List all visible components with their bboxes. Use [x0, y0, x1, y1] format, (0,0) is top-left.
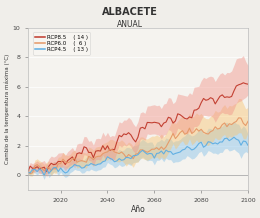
- Y-axis label: Cambio de la temperatura máxima (°C): Cambio de la temperatura máxima (°C): [4, 54, 10, 164]
- X-axis label: Año: Año: [131, 205, 145, 214]
- Text: ANUAL: ANUAL: [117, 20, 143, 29]
- Legend: RCP8.5    ( 14 ), RCP6.0    (  6 ), RCP4.5    ( 13 ): RCP8.5 ( 14 ), RCP6.0 ( 6 ), RCP4.5 ( 13…: [33, 32, 90, 54]
- Text: ALBACETE: ALBACETE: [102, 7, 158, 17]
